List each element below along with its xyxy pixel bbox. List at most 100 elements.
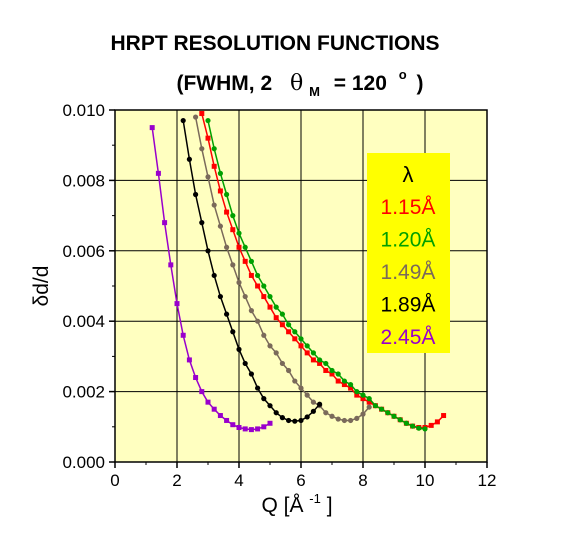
data-point (180, 332, 186, 338)
data-point (261, 396, 267, 402)
data-point (217, 188, 223, 194)
legend-items: 1.15Å 1.20Å 1.49Å 1.89Å 2.45Å (381, 196, 436, 349)
legend-background (367, 153, 450, 353)
data-point (292, 378, 298, 384)
data-point (317, 360, 323, 366)
series-4 (180, 117, 323, 424)
data-point (205, 135, 211, 141)
data-point (292, 418, 298, 424)
data-point (248, 427, 254, 433)
x-axis-label-sup: -1 (309, 491, 321, 506)
data-point (255, 426, 261, 432)
data-point (242, 426, 248, 432)
data-point (323, 410, 329, 416)
data-point (255, 283, 261, 289)
data-point (224, 417, 230, 423)
data-point (193, 114, 199, 120)
data-point (236, 425, 242, 431)
x-tick-label: 10 (416, 471, 435, 490)
data-point (180, 117, 186, 124)
x-axis-label-end: ] (327, 494, 333, 517)
legend-entry: 2.45Å (381, 326, 436, 349)
data-point (267, 293, 273, 300)
data-point (273, 304, 279, 310)
data-point (416, 425, 422, 431)
data-point (224, 244, 230, 250)
data-point (224, 191, 230, 198)
y-tick-label: 0.004 (62, 312, 105, 331)
x-tick-label: 4 (234, 471, 243, 490)
data-point (261, 424, 267, 430)
data-point (236, 230, 242, 236)
legend-entry: 1.15Å (381, 196, 436, 219)
x-axis-label: Q [Å -1 ] (261, 485, 332, 517)
data-point (193, 191, 199, 198)
chart-subtitle: (FWHM, 2 θ M = 120 o ) (176, 61, 423, 101)
y-tick-label: 0.000 (62, 453, 105, 472)
legend: λ 1.15Å 1.20Å 1.49Å 1.89Å 2.45Å (367, 153, 450, 353)
data-point (372, 403, 378, 409)
subtitle-degree: o (399, 67, 407, 82)
data-point (149, 125, 155, 131)
data-point (441, 413, 447, 419)
legend-entry: 1.49Å (381, 261, 436, 284)
data-point (267, 420, 273, 426)
data-point (230, 213, 236, 219)
data-point (360, 392, 366, 398)
data-point (286, 367, 292, 374)
x-tick-label: 6 (296, 471, 305, 490)
data-point (304, 414, 310, 420)
series-3 (193, 114, 372, 424)
data-point (298, 343, 304, 349)
data-point (205, 248, 211, 254)
data-point (242, 360, 248, 367)
data-point (348, 385, 354, 391)
data-point (248, 272, 254, 278)
data-point (279, 311, 285, 317)
data-point (267, 304, 273, 310)
data-point (248, 258, 254, 264)
series-5 (149, 125, 273, 433)
y-axis: 0.000 0.002 0.004 0.006 0.008 0.010 (62, 101, 115, 472)
data-point (217, 223, 223, 229)
data-point (354, 415, 360, 421)
data-point (211, 202, 217, 208)
data-point (242, 244, 248, 250)
data-point (403, 420, 409, 426)
x-axis-label-main: Q [Å (261, 494, 303, 517)
data-point (354, 389, 360, 395)
y-tick-label: 0.002 (62, 383, 105, 402)
data-point (186, 357, 192, 363)
y-tick-label: 0.006 (62, 242, 105, 261)
data-point (261, 283, 267, 289)
data-point (335, 416, 341, 422)
data-point (217, 293, 223, 300)
data-point (273, 350, 279, 356)
data-point (348, 417, 354, 424)
data-point (193, 375, 199, 381)
subtitle-theta-sub: M (309, 84, 320, 99)
data-point (354, 392, 360, 398)
series-2 (205, 117, 428, 432)
data-point (317, 401, 323, 407)
data-point (329, 413, 335, 419)
data-point (317, 357, 323, 363)
data-point (341, 382, 347, 388)
data-point (335, 378, 341, 384)
data-point (292, 336, 298, 342)
data-point (199, 220, 205, 226)
data-point (379, 406, 385, 412)
data-point (304, 343, 310, 349)
subtitle-prefix: (FWHM, 2 (176, 72, 272, 95)
legend-entry: 1.20Å (381, 229, 436, 252)
data-point (273, 315, 279, 321)
data-point (298, 336, 304, 342)
data-point (211, 272, 217, 279)
data-point (211, 146, 217, 152)
subtitle-middle: = 120 (334, 72, 387, 95)
data-point (242, 293, 248, 300)
data-point (261, 332, 267, 338)
subtitle-suffix: ) (417, 72, 424, 95)
data-point (236, 244, 242, 250)
